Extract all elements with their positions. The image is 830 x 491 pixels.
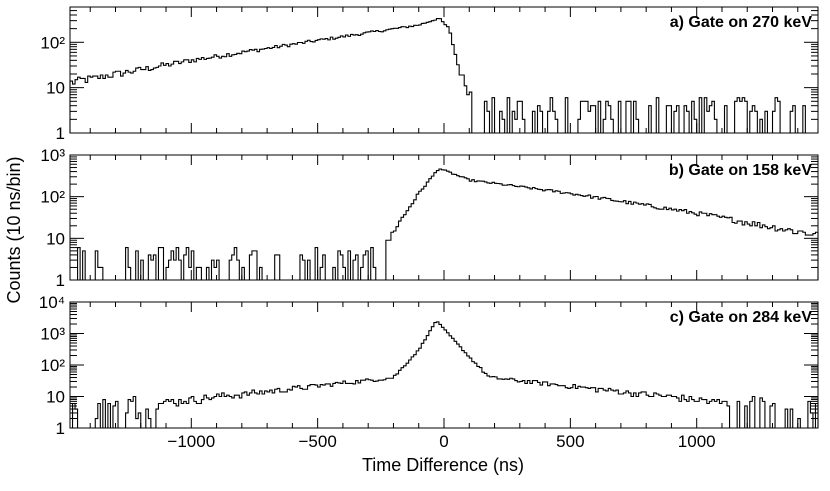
y-tick-label: 1 [56, 271, 65, 290]
x-tick-label: −500 [299, 432, 337, 451]
y-tick-label: 10³ [40, 146, 65, 165]
panel-label-1: a) Gate on 270 keV [670, 14, 813, 31]
panel-label-3: c) Gate on 284 keV [670, 309, 813, 326]
y-axis-title: Counts (10 ns/bin) [4, 156, 24, 303]
x-tick-label: 0 [439, 432, 448, 451]
x-axis-title: Time Difference (ns) [362, 455, 524, 475]
y-tick-label: 10 [46, 229, 65, 248]
y-tick-label: 10⁴ [39, 293, 65, 312]
y-tick-label: 1 [56, 419, 65, 438]
histogram-series-2 [70, 168, 819, 281]
histogram-series-1 [69, 17, 818, 134]
panel-label-2: b) Gate on 158 keV [669, 162, 812, 179]
y-tick-label: 10² [40, 33, 65, 52]
x-tick-label: 1000 [678, 432, 716, 451]
y-tick-label: 10³ [40, 325, 65, 344]
panel-2: 1 10 10² 10³ b) Gate on 158 keV [40, 146, 819, 290]
y-tick-label: 10 [46, 388, 65, 407]
histogram-series-3 [70, 321, 819, 429]
x-tick-label: −1000 [167, 432, 215, 451]
x-axis: −1000 −500 0 500 1000 [167, 432, 715, 451]
panel-3: 1 10 10² 10³ 10⁴ c) Gate on 284 keV [39, 293, 819, 438]
panel-1: 1 10 10² a) Gate on 270 keV [40, 6, 819, 143]
y-tick-label: 10² [40, 188, 65, 207]
panels-group: 1 10 10² a) Gate on 270 keV 1 10 10² 10³ b) Gate… [39, 6, 819, 438]
x-tick-label: 500 [556, 432, 584, 451]
y-tick-label: 10² [40, 356, 65, 375]
y-tick-label: 10 [46, 79, 65, 98]
y-tick-label: 1 [56, 124, 65, 143]
